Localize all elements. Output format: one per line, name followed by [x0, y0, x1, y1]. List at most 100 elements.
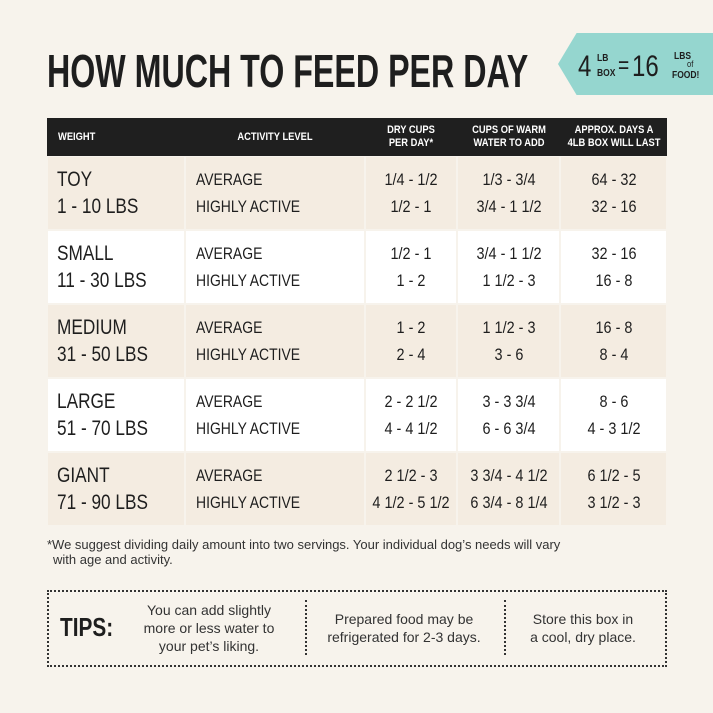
footnote: *We suggest dividing daily amount into t… — [47, 536, 561, 552]
feeding-value: 3 1/2 - 3 — [586, 492, 641, 512]
column-header: 4LB BOX WILL LAST — [567, 137, 660, 150]
feeding-value: 3 - 3 3/4 — [481, 391, 536, 411]
activity-level: AVERAGE — [196, 391, 263, 411]
activity-level: AVERAGE — [196, 465, 263, 485]
table-cell — [366, 305, 456, 377]
activity-level: AVERAGE — [196, 169, 263, 189]
feeding-value: 8 - 4 — [599, 344, 628, 364]
table-cell — [458, 305, 559, 377]
tip-text: Prepared food may be — [334, 610, 474, 627]
table-cell — [366, 453, 456, 525]
feeding-value: 4 1/2 - 5 1/2 — [372, 492, 450, 512]
tips-box — [47, 590, 667, 667]
badge-unit: FOOD! — [672, 69, 700, 81]
activity-level: HIGHLY ACTIVE — [196, 196, 301, 216]
table-cell — [48, 231, 184, 303]
feeding-value: 1/4 - 1/2 — [384, 169, 438, 189]
tips-divider — [504, 600, 506, 655]
badge-equals: = — [618, 52, 630, 80]
tip-text: Store this box in — [532, 610, 634, 627]
dog-size: LARGE — [57, 390, 116, 414]
weight-range: 51 - 70 LBS — [57, 417, 148, 441]
column-header: ACTIVITY LEVEL — [237, 130, 313, 143]
feeding-value: 2 1/2 - 3 — [384, 465, 438, 485]
tips-label: TIPS: — [60, 612, 114, 643]
badge-unit: LB — [597, 52, 609, 64]
weight-range: 31 - 50 LBS — [57, 343, 148, 367]
feeding-value: 3 3/4 - 4 1/2 — [469, 465, 548, 485]
table-cell — [186, 231, 364, 303]
weight-range: 11 - 30 LBS — [57, 269, 147, 293]
column-header: WEIGHT — [58, 130, 96, 143]
table-cell — [186, 453, 364, 525]
table-cell — [186, 305, 364, 377]
column-header: PER DAY* — [388, 137, 434, 150]
feeding-value: 6 - 6 3/4 — [481, 418, 536, 438]
table-header — [47, 118, 667, 156]
tip-text: more or less water to — [143, 619, 275, 636]
badge — [558, 33, 713, 95]
feeding-value: 64 - 32 — [591, 169, 636, 189]
table-cell — [561, 379, 666, 451]
badge-number: 16 — [632, 49, 659, 83]
feeding-value: 3/4 - 1 1/2 — [475, 196, 542, 216]
feeding-value: 6 1/2 - 5 — [586, 465, 641, 485]
feeding-value: 1/2 - 1 — [390, 196, 432, 216]
table-cell — [186, 157, 364, 229]
feeding-value: 3/4 - 1 1/2 — [475, 243, 542, 263]
feeding-value: 6 3/4 - 8 1/4 — [469, 492, 548, 512]
tip-text: You can add slightly — [146, 601, 272, 618]
badge-unit: LBS — [674, 50, 691, 62]
table-cell — [561, 305, 666, 377]
feeding-value: 16 - 8 — [595, 270, 632, 290]
feeding-value: 8 - 6 — [599, 391, 628, 411]
dog-size: SMALL — [57, 242, 114, 266]
activity-level: HIGHLY ACTIVE — [196, 418, 301, 438]
dog-size: GIANT — [57, 464, 110, 488]
column-header: DRY CUPS — [387, 124, 435, 137]
feeding-value: 1 1/2 - 3 — [481, 270, 536, 290]
weight-range: 71 - 90 LBS — [57, 491, 148, 515]
activity-level: HIGHLY ACTIVE — [196, 344, 301, 364]
table-cell — [186, 379, 364, 451]
activity-level: HIGHLY ACTIVE — [196, 492, 301, 512]
feeding-value: 32 - 16 — [591, 196, 636, 216]
column-header: CUPS OF WARM — [471, 124, 546, 137]
feeding-value: 1/2 - 1 — [390, 243, 432, 263]
tip-text: your pet’s liking. — [158, 637, 260, 654]
feeding-value: 16 - 8 — [595, 317, 632, 337]
table-cell — [561, 453, 666, 525]
feeding-value: 3 - 6 — [494, 344, 523, 364]
tip-text: a cool, dry place. — [530, 628, 636, 645]
badge-unit: BOX — [597, 67, 616, 79]
table-cell — [561, 157, 666, 229]
feeding-value: 1/3 - 3/4 — [481, 169, 536, 189]
feeding-value: 32 - 16 — [591, 243, 636, 263]
table-cell — [458, 379, 559, 451]
badge-number: 4 — [578, 49, 592, 83]
title-wrap: HOW MUCH TO FEED PER DAY — [47, 44, 713, 98]
footnote: with age and activity. — [53, 551, 173, 567]
badge-unit: of — [687, 59, 694, 70]
feeding-value: 2 - 2 1/2 — [384, 391, 438, 411]
feeding-value: 1 1/2 - 3 — [481, 317, 536, 337]
feeding-value: 2 - 4 — [396, 344, 426, 364]
feeding-value: 1 - 2 — [396, 317, 426, 337]
table-cell — [458, 231, 559, 303]
table-cell — [48, 305, 184, 377]
feeding-value: 4 - 4 1/2 — [384, 418, 438, 438]
tips-divider — [305, 600, 307, 655]
table-cell — [561, 231, 666, 303]
feeding-value: 4 - 3 1/2 — [586, 418, 641, 438]
column-header: WATER TO ADD — [472, 137, 544, 150]
table-cell — [458, 157, 559, 229]
table-cell — [48, 157, 184, 229]
table-cell — [366, 157, 456, 229]
title: HOW MUCH TO FEED PER DAY — [47, 45, 529, 97]
weight-range: 1 - 10 LBS — [57, 195, 139, 219]
table-cell — [366, 231, 456, 303]
activity-level: AVERAGE — [196, 243, 263, 263]
activity-level: AVERAGE — [196, 317, 263, 337]
table-cell — [366, 379, 456, 451]
